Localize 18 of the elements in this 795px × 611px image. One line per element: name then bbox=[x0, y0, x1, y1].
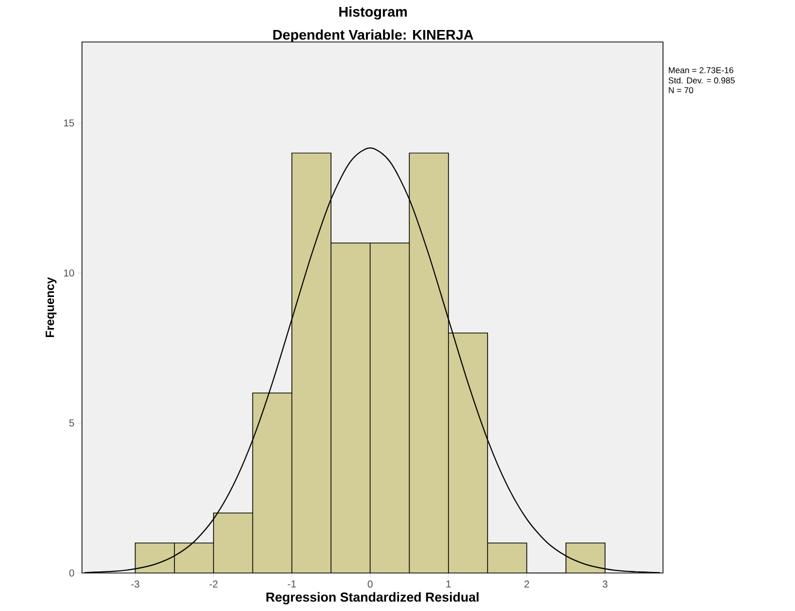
chart-subtitle: Dependent Variable: KINERJA bbox=[273, 29, 474, 43]
x-tick-label: 1 bbox=[446, 580, 451, 588]
y-tick-label: 15 bbox=[64, 120, 74, 126]
x-tick-label: -2 bbox=[210, 580, 218, 588]
x-tick-label: 3 bbox=[602, 580, 608, 588]
y-axis-title: Frequency bbox=[46, 277, 56, 338]
y-tick-label: 5 bbox=[69, 420, 74, 426]
x-tick-label: -1 bbox=[288, 580, 296, 588]
x-axis-title: Regression Standardized Residual bbox=[266, 592, 478, 604]
text: N = 70 bbox=[668, 87, 694, 94]
y-tick-label: 10 bbox=[64, 269, 74, 277]
y-tick-label: 0 bbox=[69, 569, 74, 577]
chart-title: Histogram bbox=[339, 6, 407, 20]
x-tick-label: -3 bbox=[131, 580, 140, 588]
x-tick-label: 2 bbox=[524, 580, 530, 588]
text: Mean = 2.73E-16 bbox=[668, 67, 734, 74]
x-tick-label: 0 bbox=[368, 580, 373, 588]
text: Std. Dev. = 0.985 bbox=[668, 77, 735, 84]
